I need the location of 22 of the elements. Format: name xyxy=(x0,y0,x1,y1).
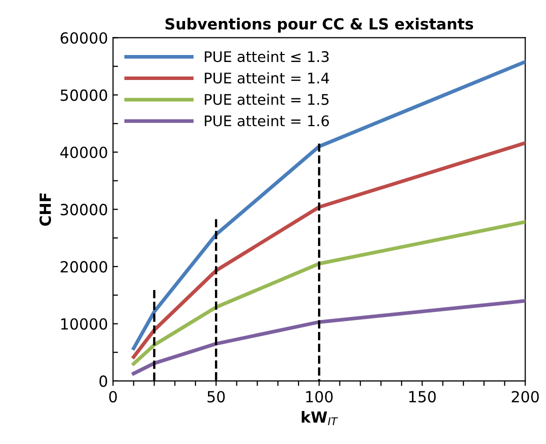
y-tick-label: 40000 xyxy=(60,146,108,158)
line-series xyxy=(132,141,526,359)
legend-label: PUE atteint = 1.5 xyxy=(204,94,329,105)
x-tick-label: 100 xyxy=(306,390,333,402)
x-tick-label: 0 xyxy=(109,390,117,402)
x-tick-label: 200 xyxy=(512,390,539,402)
y-tick-label: 10000 xyxy=(61,318,108,330)
legend-label: PUE atteint = 1.6 xyxy=(204,115,329,126)
legend-label: PUE atteint = 1.4 xyxy=(204,72,329,84)
x-tick-label: 150 xyxy=(409,390,436,402)
y-tick-label: 30000 xyxy=(60,204,108,216)
y-tick-label: 20000 xyxy=(60,261,108,273)
y-tick-label: 60000 xyxy=(60,32,108,44)
line-series xyxy=(132,220,526,366)
x-tick-label: 50 xyxy=(208,390,225,402)
x-axis-title: kW$_{IT}$ xyxy=(302,411,338,426)
chart-title: Subventions pour CC & LS existants xyxy=(166,18,474,33)
y-tick-label: 50000 xyxy=(60,89,108,101)
y-tick-label: 0 xyxy=(99,375,108,387)
y-axis-title: CHF xyxy=(39,193,52,226)
line-series xyxy=(132,299,526,376)
legend-label: PUE atteint ≤ 1.3 xyxy=(204,50,329,62)
